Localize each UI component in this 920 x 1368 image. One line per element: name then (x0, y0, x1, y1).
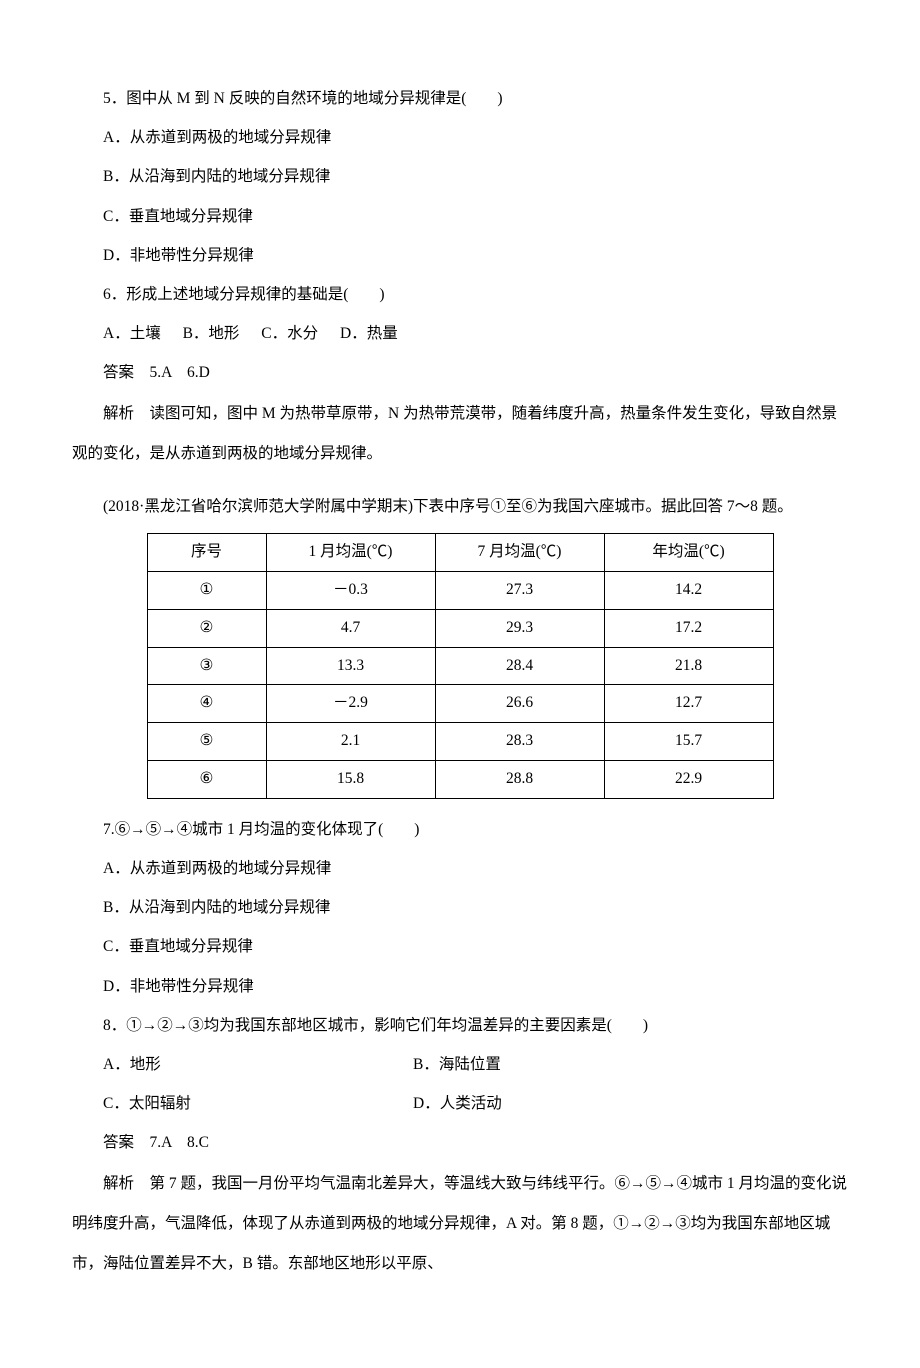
table-header-row: 序号 1 月均温(℃) 7 月均温(℃) 年均温(℃) (147, 534, 773, 572)
q8-option-a: A．地形 (103, 1046, 413, 1083)
cell-ann: 12.7 (604, 685, 773, 723)
cell-ann: 17.2 (604, 609, 773, 647)
cell-jan: 2.1 (266, 723, 435, 761)
cell-jul: 28.3 (435, 723, 604, 761)
answer-78: 答案 7.A 8.C (72, 1124, 848, 1161)
th-jul: 7 月均温(℃) (435, 534, 604, 572)
q7-option-d: D．非地带性分异规律 (72, 968, 848, 1005)
q6-option-a: A．土壤 (103, 325, 161, 342)
q7-option-a: A．从赤道到两极的地域分异规律 (72, 850, 848, 887)
cell-ann: 22.9 (604, 761, 773, 799)
cell-jan: －2.9 (266, 685, 435, 723)
q6-options: A．土壤 B．地形 C．水分 D．热量 (72, 315, 848, 352)
cell-ann: 14.2 (604, 572, 773, 610)
q7-option-c: C．垂直地域分异规律 (72, 928, 848, 965)
table-row: ④ －2.9 26.6 12.7 (147, 685, 773, 723)
cell-seq: ③ (147, 647, 266, 685)
q6-text: 6．形成上述地域分异规律的基础是( ) (72, 276, 848, 313)
passage-intro: (2018·黑龙江省哈尔滨师范大学附属中学期末)下表中序号①至⑥为我国六座城市。… (72, 488, 848, 525)
q8-options-row1: A．地形 B．海陆位置 (103, 1046, 848, 1083)
cell-seq: ② (147, 609, 266, 647)
th-jan: 1 月均温(℃) (266, 534, 435, 572)
table-row: ① －0.3 27.3 14.2 (147, 572, 773, 610)
cell-jan: 4.7 (266, 609, 435, 647)
answer-56: 答案 5.A 6.D (72, 354, 848, 391)
q7-option-b: B．从沿海到内陆的地域分异规律 (72, 889, 848, 926)
cell-jan: 15.8 (266, 761, 435, 799)
q6-option-d: D．热量 (340, 325, 398, 342)
cell-jan: 13.3 (266, 647, 435, 685)
cell-seq: ⑥ (147, 761, 266, 799)
q5-option-b: B．从沿海到内陆的地域分异规律 (72, 158, 848, 195)
q8-option-b: B．海陆位置 (413, 1046, 501, 1083)
cell-ann: 15.7 (604, 723, 773, 761)
q7-text: 7.⑥→⑤→④城市 1 月均温的变化体现了( ) (72, 811, 848, 848)
q8-option-c: C．太阳辐射 (103, 1085, 413, 1122)
cell-seq: ① (147, 572, 266, 610)
cell-ann: 21.8 (604, 647, 773, 685)
q5-option-c: C．垂直地域分异规律 (72, 198, 848, 235)
q8-text: 8．①→②→③均为我国东部地区城市，影响它们年均温差异的主要因素是( ) (72, 1007, 848, 1044)
table-row: ② 4.7 29.3 17.2 (147, 609, 773, 647)
th-seq: 序号 (147, 534, 266, 572)
cell-jan: －0.3 (266, 572, 435, 610)
q5-option-d: D．非地带性分异规律 (72, 237, 848, 274)
cell-jul: 28.4 (435, 647, 604, 685)
q6-option-c: C．水分 (261, 325, 318, 342)
table-row: ⑥ 15.8 28.8 22.9 (147, 761, 773, 799)
table-row: ⑤ 2.1 28.3 15.7 (147, 723, 773, 761)
cell-jul: 27.3 (435, 572, 604, 610)
explain-56: 解析 读图可知，图中 M 为热带草原带，N 为热带荒漠带，随着纬度升高，热量条件… (72, 394, 848, 475)
q8-option-d: D．人类活动 (413, 1085, 502, 1122)
table-row: ③ 13.3 28.4 21.8 (147, 647, 773, 685)
cell-jul: 29.3 (435, 609, 604, 647)
th-ann: 年均温(℃) (604, 534, 773, 572)
q5-text: 5．图中从 M 到 N 反映的自然环境的地域分异规律是( ) (72, 80, 848, 117)
city-temp-table: 序号 1 月均温(℃) 7 月均温(℃) 年均温(℃) ① －0.3 27.3 … (147, 533, 774, 799)
cell-jul: 28.8 (435, 761, 604, 799)
q6-option-b: B．地形 (183, 325, 240, 342)
cell-seq: ⑤ (147, 723, 266, 761)
q8-options-row2: C．太阳辐射 D．人类活动 (103, 1085, 848, 1122)
cell-jul: 26.6 (435, 685, 604, 723)
q5-option-a: A．从赤道到两极的地域分异规律 (72, 119, 848, 156)
explain-78: 解析 第 7 题，我国一月份平均气温南北差异大，等温线大致与纬线平行。⑥→⑤→④… (72, 1164, 848, 1285)
cell-seq: ④ (147, 685, 266, 723)
